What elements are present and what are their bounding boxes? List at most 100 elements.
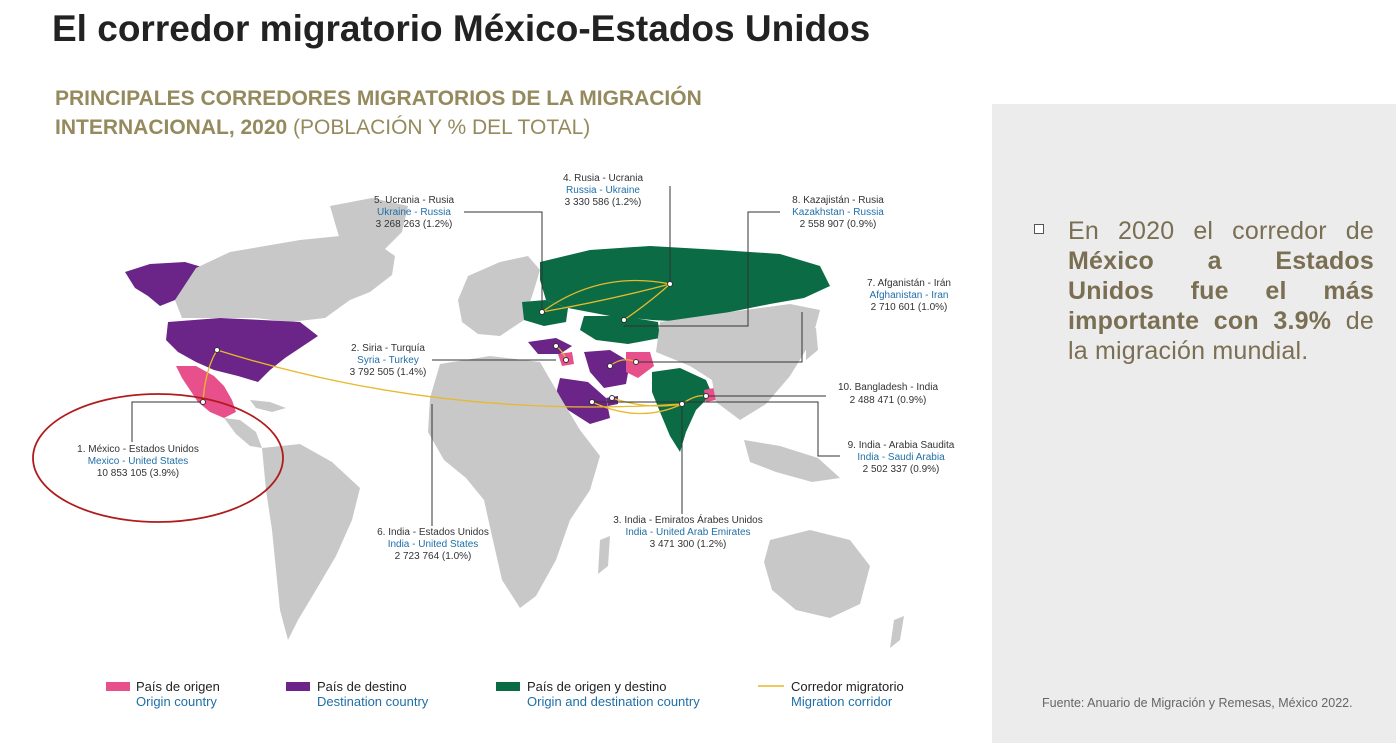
country-russia: [540, 246, 830, 322]
corridor-10-es: 10. Bangladesh - India: [838, 382, 939, 393]
dot-mexico: [200, 399, 206, 405]
dot-ukraine: [539, 309, 545, 315]
corridor-arc-india-usa: [216, 349, 683, 408]
dot-uae: [609, 395, 615, 401]
corridor-7-en: Afghanistan - Iran: [870, 290, 949, 301]
corridor-4-es: 4. Rusia - Ucrania: [563, 173, 643, 184]
region-europe: [458, 256, 540, 336]
leader-lines: [131, 186, 840, 526]
corridor-9-en: India - Saudi Arabia: [857, 452, 945, 463]
key-finding-text: En 2020 el corredor de México a Estados …: [1068, 216, 1374, 366]
corridor-label-5: 5. Ucrania - Rusia Ukraine - Russia 3 26…: [374, 195, 454, 230]
country-south-america: [262, 444, 360, 640]
country-saudi-arabia: [556, 378, 610, 424]
corridor-label-10: 10. Bangladesh - India 2 488 471 (0.9%): [838, 382, 939, 406]
country-japan: [806, 328, 818, 360]
leader-line-1: [131, 401, 203, 442]
legend-corridor-es: Corredor migratorio: [791, 679, 904, 694]
side-panel: En 2020 el corredor de México a Estados …: [992, 104, 1396, 743]
dot-turkey: [553, 343, 559, 349]
key-finding-bold: México a Estados Unidos fue el más impor…: [1068, 247, 1374, 335]
corridor-label-9: 9. India - Arabia Saudita India - Saudi …: [848, 440, 955, 475]
country-mexico: [176, 366, 236, 418]
key-finding-bullet: En 2020 el corredor de México a Estados …: [1034, 216, 1374, 366]
country-canada: [175, 236, 395, 322]
corridor-8-en: Kazakhstan - Russia: [792, 207, 884, 218]
corridor-arc-india-uae: [611, 397, 683, 407]
legend-origin-destination-es: País de origen y destino: [527, 679, 666, 694]
corridor-label-3: 3. India - Emiratos Árabes Unidos India …: [613, 513, 763, 550]
dot-india: [679, 401, 685, 407]
corridor-2-es: 2. Siria - Turquía: [351, 343, 425, 354]
corridor-6-value: 2 723 764 (1.0%): [395, 551, 472, 562]
legend-item-origin-destination: País de origen y destino Origin and dest…: [496, 679, 700, 709]
corridor-arc-mexico-usa: [202, 349, 218, 403]
corridor-1-es: 1. México - Estados Unidos: [77, 444, 199, 455]
legend: País de origen Origin country País de de…: [106, 679, 904, 709]
corridor-5-es: 5. Ucrania - Rusia: [374, 195, 454, 206]
country-central-america: [224, 418, 262, 448]
country-greenland: [330, 198, 408, 256]
legend-swatch-destination: [286, 682, 310, 691]
dot-bangladesh: [703, 393, 709, 399]
corridor-8-value: 2 558 907 (0.9%): [800, 219, 877, 230]
country-caribbean: [250, 400, 286, 412]
key-finding-start: En 2020 el corredor de: [1068, 217, 1374, 245]
highlight-ellipse: [32, 393, 284, 523]
corridor-label-4: 4. Rusia - Ucrania Russia - Ukraine 3 33…: [563, 173, 643, 208]
legend-origin-en: Origin country: [136, 694, 217, 709]
corridor-4-en: Russia - Ukraine: [566, 185, 640, 196]
dot-usa: [214, 347, 220, 353]
corridor-5-value: 3 268 263 (1.2%): [376, 219, 453, 230]
corridor-6-es: 6. India - Estados Unidos: [377, 527, 489, 538]
corridor-arc-india-saudi: [591, 401, 683, 415]
corridor-dots: [200, 281, 709, 407]
corridor-10-value: 2 488 471 (0.9%): [850, 395, 927, 406]
country-iran: [584, 350, 630, 388]
legend-corridor-en: Migration corridor: [791, 694, 893, 709]
country-usa: [166, 318, 318, 382]
country-alaska: [125, 262, 205, 306]
corridor-1-en: Mexico - United States: [88, 456, 189, 467]
corridor-1-value: 10 853 105 (3.9%): [97, 468, 179, 479]
map-title: PRINCIPALES CORREDORES MIGRATORIOS DE LA…: [55, 84, 855, 142]
legend-item-destination: País de destino Destination country: [286, 679, 429, 709]
dot-kazakhstan: [621, 317, 627, 323]
country-turkey: [528, 338, 572, 354]
dot-russia: [667, 281, 673, 287]
legend-swatch-origin-destination: [496, 682, 520, 691]
world-map: 1. México - Estados Unidos Mexico - Unit…: [32, 173, 955, 709]
corridor-arc-russia-ukraine: [541, 279, 671, 313]
legend-destination-es: País de destino: [317, 679, 407, 694]
source-note: Fuente: Anuario de Migración y Remesas, …: [1042, 696, 1353, 710]
region-southeast-asia: [744, 440, 840, 482]
corridor-3-en: India - United Arab Emirates: [625, 527, 750, 538]
corridor-label-6: 6. India - Estados Unidos India - United…: [377, 527, 489, 562]
region-africa: [428, 356, 600, 608]
leader-line-9: [592, 401, 840, 457]
legend-item-corridor: Corredor migratorio Migration corridor: [758, 679, 904, 709]
country-madagascar: [598, 536, 610, 574]
map-title-bold: PRINCIPALES CORREDORES MIGRATORIOS DE LA…: [55, 87, 702, 139]
key-finding-end: de la migración mundial.: [1068, 307, 1375, 365]
corridor-2-en: Syria - Turkey: [357, 355, 419, 366]
legend-origin-es: País de origen: [136, 679, 220, 694]
corridor-2-value: 3 792 505 (1.4%): [350, 367, 427, 378]
country-ukraine: [522, 300, 568, 326]
legend-swatch-origin: [106, 682, 130, 691]
corridor-6-en: India - United States: [388, 539, 479, 550]
country-australia: [764, 530, 870, 618]
corridor-arc-kazakhstan-russia: [623, 283, 671, 321]
corridor-label-1: 1. México - Estados Unidos Mexico - Unit…: [77, 444, 199, 479]
legend-item-origin: País de origen Origin country: [106, 679, 220, 709]
corridor-9-value: 2 502 337 (0.9%): [863, 464, 940, 475]
corridor-label-8: 8. Kazajistán - Rusia Kazakhstan - Russi…: [792, 195, 884, 230]
corridor-8-es: 8. Kazajistán - Rusia: [792, 195, 884, 206]
slide-title: El corredor migratorio México-Estados Un…: [52, 8, 871, 49]
corridor-7-es: 7. Afganistán - Irán: [867, 278, 951, 289]
corridor-label-2: 2. Siria - Turquía Syria - Turkey 3 792 …: [350, 343, 427, 378]
corridor-arc-ukraine-russia: [541, 283, 671, 313]
corridor-9-es: 9. India - Arabia Saudita: [848, 440, 955, 451]
corridor-7-value: 2 710 601 (1.0%): [871, 302, 948, 313]
map-title-normal: (POBLACIÓN Y % DEL TOTAL): [287, 116, 591, 139]
